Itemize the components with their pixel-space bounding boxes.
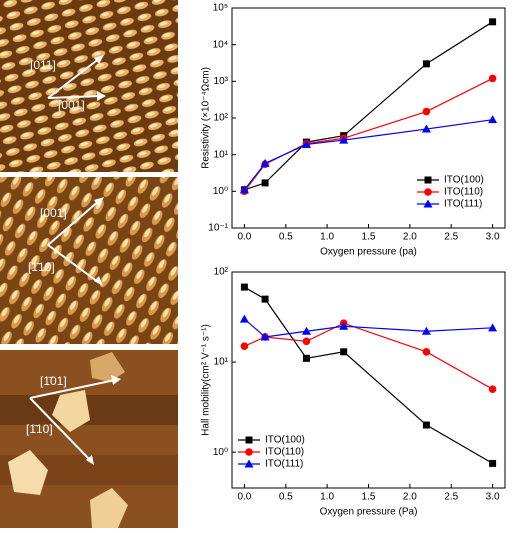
afm-image-2 (0, 177, 178, 344)
x-axis-label: Oxygen pressure (Pa) (320, 507, 418, 518)
x-tick-label: 2.5 (444, 492, 458, 503)
direction-label: [001] (40, 206, 67, 220)
marker (260, 158, 270, 167)
marker (423, 199, 433, 208)
afm-image-3 (0, 350, 178, 528)
marker (422, 348, 431, 356)
marker (422, 107, 431, 116)
marker (260, 332, 270, 341)
marker (261, 295, 269, 303)
series-line (244, 322, 493, 390)
y-tick-label: 10² (214, 113, 229, 124)
marker (424, 188, 432, 196)
marker (239, 185, 249, 194)
marker (488, 323, 498, 332)
y-tick-label: 10² (214, 267, 229, 278)
y-tick-label: 10⁵ (213, 3, 228, 14)
marker (422, 60, 430, 68)
marker (488, 385, 497, 393)
marker (301, 139, 311, 148)
x-tick-label: 0.5 (279, 492, 293, 503)
series-line (244, 318, 493, 338)
direction-label: [1̄01] (40, 374, 67, 388)
direction-label: [001] (58, 98, 85, 112)
x-tick-label: 1.5 (362, 492, 376, 503)
marker (240, 283, 248, 291)
marker (245, 448, 253, 456)
legend-label: ITO(110) (444, 187, 483, 198)
marker (489, 459, 497, 467)
direction-label: [1̄10] (26, 422, 53, 436)
series-line (244, 21, 493, 191)
legend-label: ITO(111) (444, 199, 482, 210)
legend-label: ITO(100) (444, 175, 484, 186)
direction-label: [011] (30, 58, 56, 72)
x-tick-label: 0.0 (237, 492, 251, 503)
marker (239, 314, 249, 323)
y-tick-label: 10⁰ (213, 186, 228, 197)
y-tick-label: 10⁴ (213, 39, 228, 50)
x-tick-label: 1.5 (362, 232, 376, 243)
marker (301, 326, 311, 335)
series-line (243, 119, 493, 191)
x-tick-label: 2.0 (403, 232, 417, 243)
marker (422, 421, 430, 429)
afm-image-1 (0, 0, 178, 172)
x-tick-label: 1.0 (320, 492, 334, 503)
y-tick-label: 10³ (214, 76, 229, 87)
y-tick-label: 10⁻¹ (208, 223, 228, 234)
y-axis-label: Resistivity (×10⁻⁴Ωcm) (201, 67, 212, 169)
x-tick-label: 0.0 (237, 232, 251, 243)
legend-label: ITO(100) (265, 435, 305, 446)
x-tick-label: 0.5 (279, 232, 293, 243)
x-tick-label: 3.0 (486, 232, 500, 243)
y-tick-label: 10¹ (214, 149, 229, 160)
marker (421, 124, 431, 133)
legend-label: ITO(110) (265, 447, 304, 458)
direction-label: [1̄10] (28, 260, 55, 274)
marker (488, 74, 497, 83)
marker (339, 135, 349, 144)
marker (421, 326, 431, 335)
x-tick-label: 2.5 (444, 232, 458, 243)
marker (244, 459, 254, 468)
x-axis-label: Oxygen pressure (pa) (320, 247, 417, 258)
x-tick-label: 1.0 (320, 232, 334, 243)
marker (302, 337, 311, 346)
legend-label: ITO(111) (265, 459, 303, 470)
marker (340, 348, 348, 356)
y-tick-label: 10¹ (214, 357, 229, 368)
marker (240, 342, 249, 351)
marker (245, 436, 253, 444)
marker (261, 179, 269, 187)
marker (339, 321, 349, 330)
x-tick-label: 2.0 (403, 492, 417, 503)
y-axis-label: Hall mobility(cm² V⁻¹ s⁻¹) (201, 324, 212, 436)
marker (302, 354, 310, 362)
marker (489, 18, 497, 26)
x-tick-label: 3.0 (486, 492, 500, 503)
marker (424, 176, 432, 184)
y-tick-label: 10⁰ (213, 447, 228, 458)
marker (488, 115, 498, 124)
